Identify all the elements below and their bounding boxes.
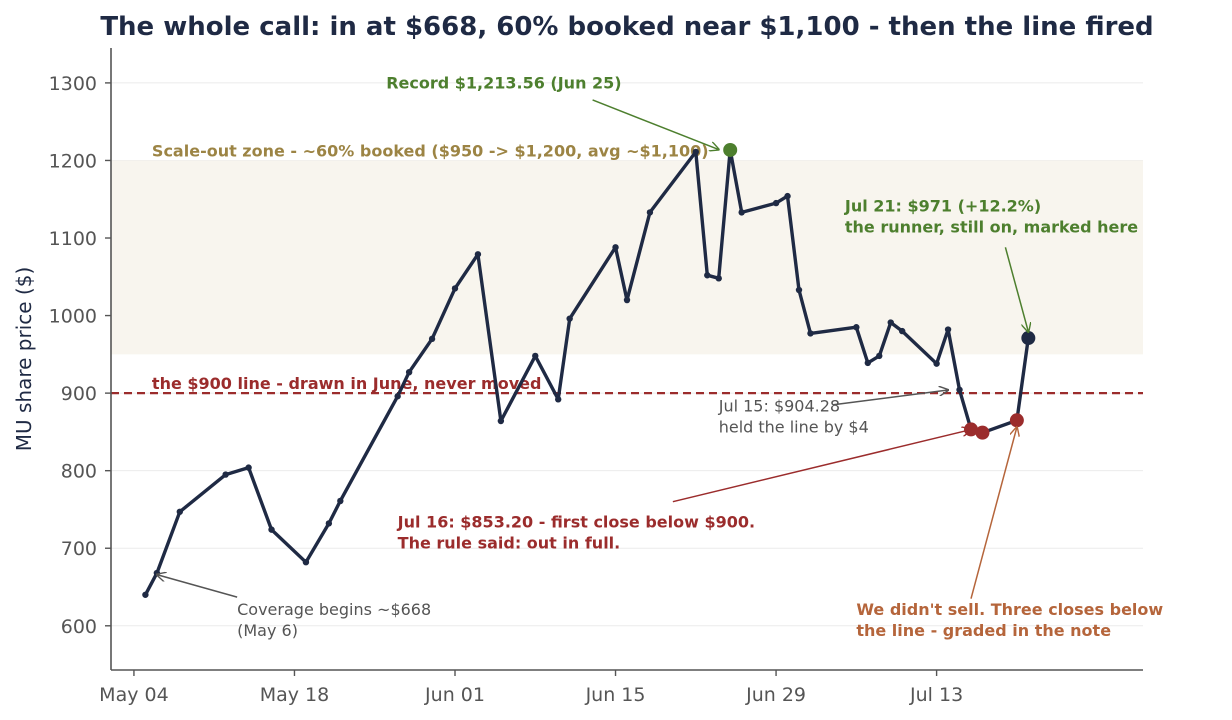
scale-out-zone: Scale-out zone - ~60% booked ($950 -> $1… bbox=[111, 141, 1143, 355]
data-point bbox=[428, 335, 436, 343]
annotation-arrow-jul21 bbox=[1004, 247, 1028, 332]
x-tick-label: Jun 29 bbox=[745, 684, 806, 706]
data-point bbox=[784, 192, 791, 200]
data-point bbox=[944, 326, 952, 333]
y-tick-label: 1100 bbox=[49, 228, 97, 250]
x-tick-label: Jul 13 bbox=[909, 684, 963, 706]
data-point bbox=[325, 520, 333, 527]
annotation-line: the runner, still on, marked here bbox=[845, 218, 1138, 237]
series-line-0 bbox=[143, 148, 1030, 597]
annotations: Record $1,213.56 (Jun 25) Jul 21: $971 (+… bbox=[157, 73, 1163, 640]
annotation-line: Jul 21: $971 (+12.2%) bbox=[844, 197, 1041, 216]
highlight-point-2 bbox=[975, 425, 990, 440]
chart-title: The whole call: in at $668, 60% booked n… bbox=[100, 12, 1153, 42]
data-point bbox=[474, 251, 482, 258]
data-point bbox=[876, 352, 883, 360]
data-point bbox=[302, 558, 310, 566]
band-rect-0 bbox=[111, 160, 1143, 355]
data-point bbox=[853, 324, 860, 331]
annotation-arrow-coverage bbox=[157, 575, 238, 598]
data-point bbox=[176, 508, 183, 515]
annotation-jul21: Jul 21: $971 (+12.2%) the runner, still o… bbox=[844, 197, 1138, 237]
data-point bbox=[864, 359, 871, 367]
data-point bbox=[222, 471, 229, 478]
data-point bbox=[738, 209, 745, 216]
highlight-point-0 bbox=[723, 142, 738, 157]
data-point bbox=[337, 497, 344, 505]
annotation-line: Jul 15: $904.28 bbox=[718, 397, 840, 416]
threshold-line-900: the $900 line - drawn in June, never mov… bbox=[111, 374, 1143, 395]
x-tick-label: Jun 15 bbox=[585, 684, 646, 706]
data-point bbox=[623, 296, 631, 304]
annotation-nosell: We didn't sell. Three closes below the li… bbox=[856, 600, 1163, 640]
axes bbox=[110, 48, 1143, 671]
data-point bbox=[704, 272, 711, 279]
data-point bbox=[451, 285, 459, 292]
annotation-line: Jul 16: $853.20 - first close below $900… bbox=[397, 512, 755, 531]
data-point bbox=[394, 393, 401, 400]
data-point bbox=[692, 148, 699, 156]
y-tick-label: 600 bbox=[61, 616, 97, 638]
annotation-arrow-jul16 bbox=[672, 430, 971, 503]
data-point bbox=[268, 526, 275, 533]
annotation-line: Coverage begins ~$668 bbox=[237, 600, 431, 619]
data-point bbox=[956, 386, 963, 394]
data-point bbox=[795, 286, 803, 294]
annotation-jul15: Jul 15: $904.28 held the line by $4 bbox=[718, 397, 869, 437]
y-tick-label: 700 bbox=[61, 538, 97, 560]
annotation-jul16: Jul 16: $853.20 - first close below $900… bbox=[397, 512, 755, 552]
highlight-points bbox=[723, 142, 1036, 440]
highlight-point-4 bbox=[1021, 331, 1036, 346]
annotation-record: Record $1,213.56 (Jun 25) bbox=[386, 73, 621, 92]
data-point bbox=[245, 464, 252, 471]
data-point bbox=[142, 591, 149, 598]
annotation-coverage: Coverage begins ~$668 (May 6) bbox=[237, 600, 431, 640]
annotation-arrow-record bbox=[592, 99, 719, 150]
data-point bbox=[933, 360, 940, 367]
x-tick-label: Jun 01 bbox=[424, 684, 485, 706]
data-point bbox=[532, 352, 539, 360]
data-point bbox=[497, 417, 505, 425]
annotation-line: (May 6) bbox=[237, 621, 298, 640]
annotation-line: The rule said: out in full. bbox=[398, 533, 621, 552]
band-label-0: Scale-out zone - ~60% booked ($950 -> $1… bbox=[152, 141, 709, 160]
data-point bbox=[405, 368, 413, 376]
x-tick-label: May 04 bbox=[99, 684, 169, 706]
annotation-line: the line - graded in the note bbox=[856, 621, 1111, 640]
data-point bbox=[887, 319, 894, 326]
annotation-line: We didn't sell. Three closes below bbox=[856, 600, 1163, 619]
data-point bbox=[566, 315, 573, 322]
y-tick-label: 1300 bbox=[49, 73, 97, 95]
y-tick-label: 1200 bbox=[49, 150, 97, 172]
data-point bbox=[646, 209, 654, 216]
y-axis-label: MU share price ($) bbox=[12, 267, 36, 452]
data-point bbox=[715, 275, 722, 282]
tick-labels: 600 700 800 900 1000 1100 1200 1300 May 04 May 18… bbox=[49, 73, 964, 706]
annotation-line: held the line by $4 bbox=[719, 418, 869, 437]
data-point bbox=[772, 199, 780, 207]
data-point bbox=[807, 330, 814, 337]
data-point bbox=[899, 327, 906, 335]
y-tick-label: 900 bbox=[61, 383, 97, 405]
y-tick-label: 800 bbox=[61, 461, 97, 483]
highlight-point-3 bbox=[1009, 413, 1024, 428]
data-point bbox=[612, 244, 619, 251]
x-tick-label: May 18 bbox=[260, 684, 330, 706]
annotation-arrow-nosell bbox=[970, 427, 1017, 599]
hline-label-0: the $900 line - drawn in June, never mov… bbox=[152, 374, 542, 393]
price-series bbox=[143, 148, 1030, 597]
y-tick-label: 1000 bbox=[49, 306, 97, 328]
annotation-line: Record $1,213.56 (Jun 25) bbox=[386, 73, 621, 92]
annotation-arrow-jul15 bbox=[833, 390, 948, 406]
data-point bbox=[555, 396, 562, 403]
